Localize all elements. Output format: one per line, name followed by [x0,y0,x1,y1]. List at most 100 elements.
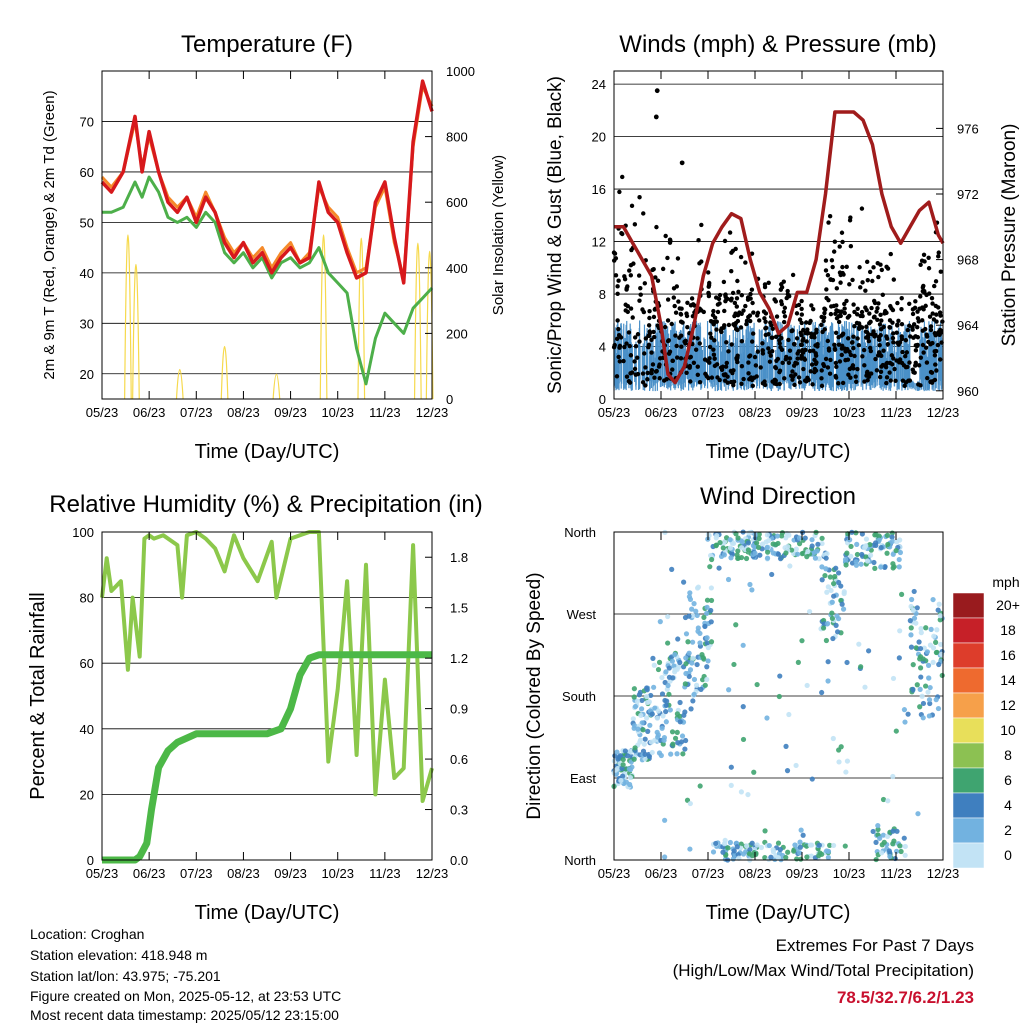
gust-point [896,318,901,324]
wind-ylabel-right: Station Pressure (Maroon) [999,124,1020,347]
direction-point [867,542,873,548]
direction-point [917,645,924,652]
gust-point [729,342,734,347]
gust-point [723,364,729,369]
gust-point [834,286,840,291]
gust-point [630,315,635,320]
gust-point [708,318,714,324]
dir-scatter [611,529,945,863]
station-location: Location: Croghan [30,926,145,942]
direction-point [880,796,887,803]
direction-point [727,537,733,543]
y2-tick-label: 1000 [446,64,475,79]
direction-point [634,698,641,704]
direction-point [683,661,689,667]
gust-point [712,338,717,343]
gust-point [924,334,930,339]
colorbar-label: 14 [1000,672,1016,688]
direction-point [680,751,686,757]
x-tick-label: 06/23 [133,405,166,420]
gust-point [785,292,791,297]
gust-point [864,373,869,378]
direction-point [730,856,736,862]
direction-point [890,828,896,834]
gust-point [913,348,919,353]
gust-point [794,311,800,316]
direction-point [743,555,750,562]
direction-point [926,675,932,681]
direction-point [828,587,834,594]
gust-point [750,331,756,336]
direction-point [824,551,830,557]
gust-point [789,328,795,334]
direction-point [831,593,837,599]
gust-point [905,364,910,370]
direction-point [687,596,694,602]
gust-point [812,335,817,340]
direction-point [705,658,711,664]
gust-point [939,328,944,334]
direction-point [745,547,751,553]
gust-point [710,312,716,318]
direction-point [637,739,643,745]
gust-point [747,318,753,324]
gust-point [753,363,759,368]
colorbar-swatch [952,842,985,869]
solar-spike [220,345,229,400]
gust-point [822,310,827,316]
gust-point [920,318,925,323]
gust-point [848,243,854,249]
gust-point [840,239,845,245]
gust-point [828,357,833,363]
direction-point [690,639,696,645]
colorbar-swatch [952,692,985,719]
gust-point [893,378,898,384]
gust-point [734,357,740,362]
gust-point [721,279,727,285]
direction-point [891,838,897,844]
gust-point [755,349,761,354]
direction-point [690,613,696,619]
gust-point [921,307,926,312]
gust-point [674,355,680,360]
gust-point [748,375,754,380]
x-tick-label: 11/23 [369,866,401,881]
direction-point [823,555,829,561]
y2-tick-label: 0.3 [450,803,468,818]
gust-point [910,325,915,330]
direction-point [884,550,890,556]
rh-title: Relative Humidity (%) & Precipitation (i… [49,491,482,518]
gust-point [770,348,775,354]
direction-point [697,640,703,646]
gust-point [649,370,654,376]
gust-point [932,353,938,358]
gust-point [927,314,933,319]
rh-panel: Relative Humidity (%) & Precipitation (i… [27,491,483,924]
gust-point [649,350,654,355]
direction-point [698,686,704,692]
y-tick-label: 20 [80,367,94,382]
solar-spike [132,264,140,400]
gust-point [887,325,893,330]
gust-point [640,371,646,376]
direction-point [743,849,749,855]
direction-point [720,545,726,551]
direction-point [875,826,881,833]
direction-point [894,539,900,545]
gust-point [747,313,753,318]
direction-point [631,686,637,692]
direction-point [679,733,686,739]
y2-tick-label: 0 [446,392,453,407]
gust-point [635,332,641,337]
gust-point [799,312,805,317]
gust-point [833,373,838,379]
gust-point [809,303,814,308]
direction-point [862,545,868,551]
gust-point [830,277,836,283]
direction-point [699,677,706,683]
gust-point [684,311,689,316]
direction-point [909,596,915,603]
direction-point [836,747,842,753]
direction-point [908,632,914,638]
